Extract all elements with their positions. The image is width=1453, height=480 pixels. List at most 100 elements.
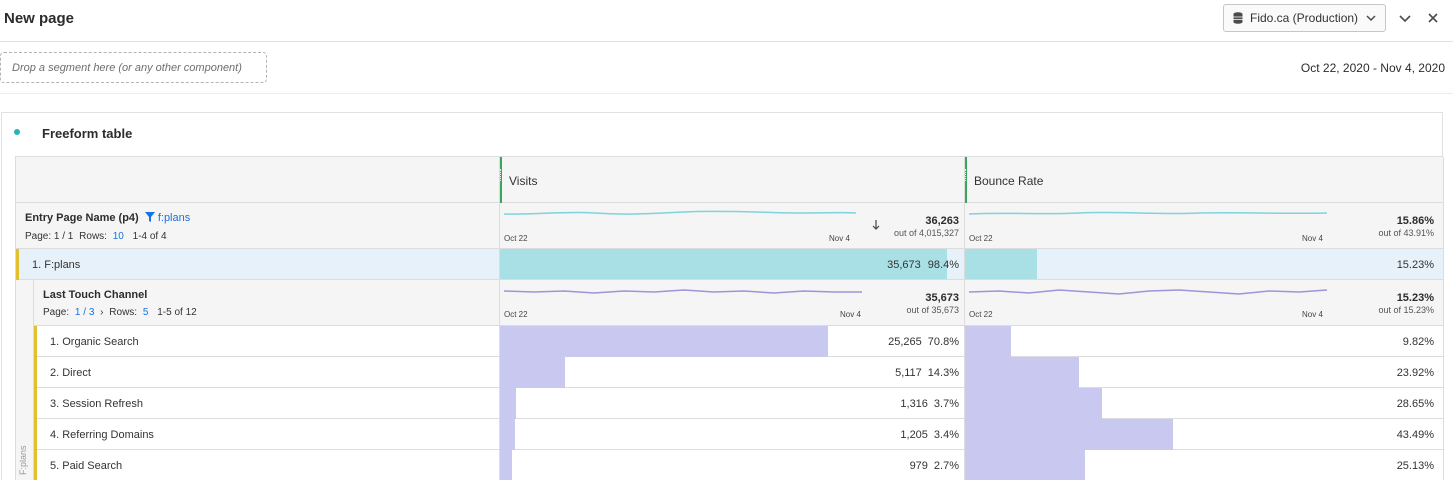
- breakdown-bounce-spark-end: Nov 4: [1302, 310, 1323, 319]
- table-row[interactable]: [34, 388, 1444, 419]
- visits-spark-start: Oct 22: [504, 234, 528, 243]
- page-value[interactable]: 1 / 3: [74, 307, 95, 318]
- date-range[interactable]: Oct 22, 2020 - Nov 4, 2020: [1300, 61, 1445, 75]
- rows-label: Rows:: [109, 307, 138, 318]
- sort-descending-icon[interactable]: [872, 220, 880, 230]
- visits-percent: 3.7%: [933, 398, 959, 410]
- column-header-bounce-rate[interactable]: Bounce Rate: [964, 157, 1444, 203]
- breakdown-side-rail: [16, 280, 34, 480]
- bounce-total: 15.86%: [1396, 215, 1434, 227]
- bounce-value: 43.49%: [1396, 429, 1434, 441]
- rows-label: Rows:: [79, 231, 107, 242]
- breakdown-side-label: F:plans: [18, 445, 32, 475]
- visits-count: 35,673: [887, 259, 921, 271]
- bounce-value: 15.23%: [1396, 259, 1434, 271]
- bounce-bar: [964, 326, 1011, 357]
- segment-bar: Drop a segment here (or any other compon…: [0, 42, 1453, 94]
- breakdown-bounce-sparkline: [969, 289, 1327, 295]
- dimension-pagination: Page: 1 / 1 Rows: 10 1-4 of 4: [25, 231, 167, 242]
- breakdown-bounce-outof: out of 15.23%: [1378, 305, 1434, 315]
- visits-count: 979: [909, 460, 928, 472]
- visits-total: 36,263: [925, 215, 959, 227]
- table-row[interactable]: [34, 450, 1444, 480]
- close-icon[interactable]: [1425, 10, 1441, 26]
- column-label-visits: Visits: [509, 174, 538, 188]
- report-suite-label: Fido.ca (Production): [1250, 11, 1359, 25]
- report-suite-select[interactable]: Fido.ca (Production): [1223, 4, 1386, 32]
- visits-bar: [499, 326, 828, 357]
- row-range: 1-4 of 4: [132, 231, 167, 242]
- visits-sparkline: [504, 210, 856, 215]
- row-range: 1-5 of 12: [157, 307, 197, 318]
- breakdown-bounce-total: 15.23%: [1396, 292, 1434, 304]
- visits-percent: 98.4%: [927, 259, 959, 271]
- column-divider: [499, 157, 500, 480]
- breakdown-visits-sparkline: [504, 289, 862, 294]
- row-label[interactable]: 1. Organic Search: [50, 336, 139, 348]
- table-row[interactable]: [34, 357, 1444, 388]
- row-label[interactable]: 5. Paid Search: [50, 460, 123, 472]
- breakdown-visits-spark-start: Oct 22: [504, 310, 528, 319]
- next-page-icon[interactable]: ›: [100, 307, 104, 318]
- breakdown-visits-outof: out of 35,673: [906, 305, 959, 315]
- column-label-bounce-rate: Bounce Rate: [974, 174, 1044, 188]
- dimension-header-blank: [16, 157, 499, 203]
- segment-drop-zone[interactable]: Drop a segment here (or any other compon…: [0, 52, 267, 83]
- dimension-name: Entry Page Name (p4): [25, 212, 139, 224]
- visits-value: 25,265 70.8%: [824, 336, 959, 348]
- row-label[interactable]: 1. F:plans: [32, 259, 81, 271]
- breakdown-pagination: Page: 1 / 3 › Rows: 5 1-5 of 12: [43, 307, 197, 318]
- bounce-spark-start: Oct 22: [969, 234, 993, 243]
- rows-per-page[interactable]: 10: [112, 231, 124, 242]
- breakdown-bounce-spark-start: Oct 22: [969, 310, 993, 319]
- bounce-value: 23.92%: [1396, 367, 1434, 379]
- column-drag-handle[interactable]: [964, 157, 967, 203]
- visits-value: 1,205 3.4%: [824, 429, 959, 441]
- row-marker: [34, 357, 37, 388]
- visits-percent: 2.7%: [933, 460, 959, 472]
- breakdown-dimension-title[interactable]: Last Touch Channel: [43, 289, 148, 301]
- visits-bar: [499, 450, 512, 480]
- bounce-value: 28.65%: [1396, 398, 1434, 410]
- row-label[interactable]: 3. Session Refresh: [50, 398, 143, 410]
- column-header-visits[interactable]: Visits: [499, 157, 964, 203]
- dimension-title[interactable]: Entry Page Name (p4) f:plans: [25, 212, 190, 224]
- database-icon: [1233, 12, 1243, 24]
- breakdown-visits-total: 35,673: [925, 292, 959, 304]
- column-drag-handle[interactable]: [499, 157, 502, 203]
- visits-count: 25,265: [888, 336, 922, 348]
- bounce-total-outof: out of 43.91%: [1378, 228, 1434, 238]
- panel-collapse-dot[interactable]: [14, 129, 20, 135]
- breakdown-summary-row: [34, 280, 1444, 326]
- row-marker: [34, 419, 37, 450]
- page-title[interactable]: New page: [4, 10, 75, 27]
- row-marker: [34, 388, 37, 419]
- bounce-spark-end: Nov 4: [1302, 234, 1323, 243]
- row-label[interactable]: 4. Referring Domains: [50, 429, 154, 441]
- freeform-table: Visits Bounce Rate Entry Page Name (p4) …: [15, 156, 1444, 480]
- page-label: Page: 1 / 1: [25, 231, 74, 242]
- visits-value: 35,673 98.4%: [824, 259, 959, 271]
- filter-icon: [144, 212, 155, 222]
- visits-count: 1,316: [900, 398, 928, 410]
- column-divider: [964, 157, 965, 480]
- table-row[interactable]: [34, 419, 1444, 450]
- visits-bar: [499, 419, 515, 450]
- row-label[interactable]: 2. Direct: [50, 367, 91, 379]
- visits-bar: [499, 357, 565, 388]
- bounce-bar: [964, 419, 1173, 450]
- row-marker: [34, 450, 37, 480]
- dimension-filter-text[interactable]: f:plans: [157, 212, 191, 224]
- page-label: Page:: [43, 307, 70, 318]
- page-header: New page Fido.ca (Production): [0, 0, 1453, 42]
- panel-title[interactable]: Freeform table: [42, 126, 133, 141]
- visits-bar: [499, 249, 947, 279]
- visits-value: 5,117 14.3%: [824, 367, 959, 379]
- visits-count: 1,205: [900, 429, 928, 441]
- collapse-chevron-icon[interactable]: [1397, 10, 1413, 26]
- visits-count: 5,117: [895, 367, 922, 379]
- rows-per-page[interactable]: 5: [142, 307, 149, 318]
- bounce-bar: [964, 388, 1102, 419]
- visits-percent: 70.8%: [927, 336, 959, 348]
- table-right-border: [1443, 157, 1444, 480]
